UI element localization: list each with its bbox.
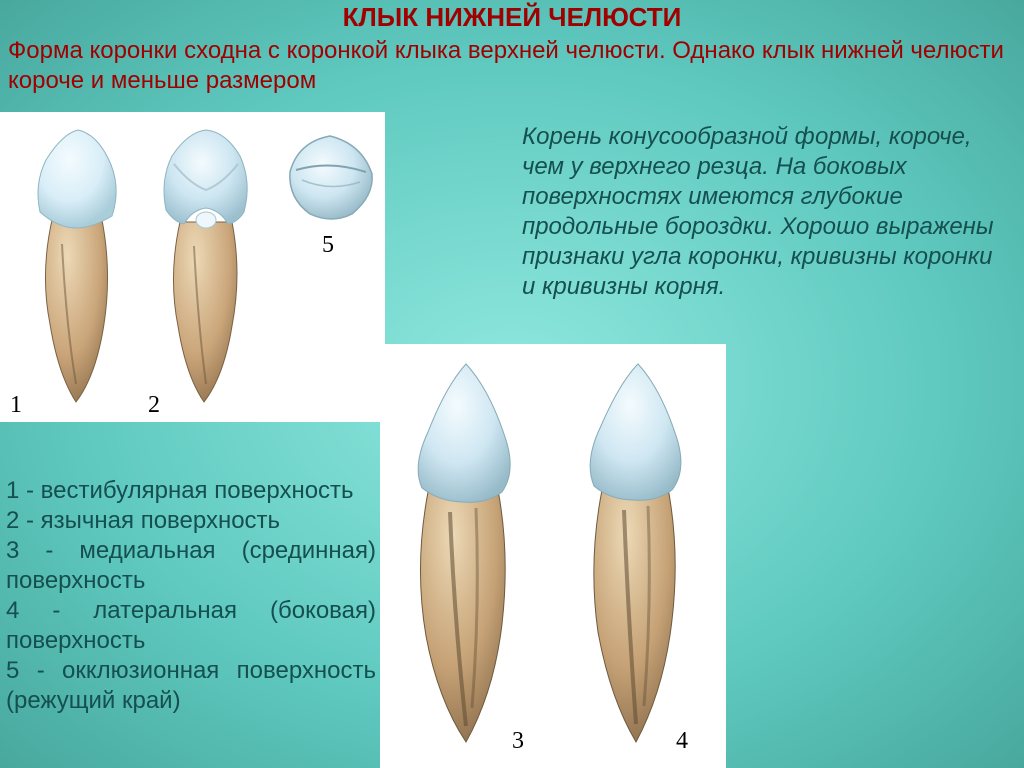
legend-line-5a: 5 - окклюзионная поверхность	[6, 656, 376, 686]
label-3: 3	[512, 728, 524, 755]
description-text: Корень конусообразной формы, короче, чем…	[522, 122, 1010, 302]
label-2: 2	[148, 392, 160, 419]
label-1: 1	[10, 392, 22, 419]
legend-line-2: 2 - язычная поверхность	[6, 506, 376, 536]
legend-line-4b: поверхность	[6, 626, 376, 656]
legend-block: 1 - вестибулярная поверхность 2 - язычна…	[6, 476, 376, 716]
tooth-view-1	[22, 124, 132, 406]
label-5: 5	[322, 232, 334, 259]
tooth-view-4	[566, 356, 706, 748]
slide-subtitle: Форма коронки сходна с коронкой клыка ве…	[8, 36, 1014, 96]
legend-line-1: 1 - вестибулярная поверхность	[6, 476, 376, 506]
description-text-body: Корень конусообразной формы, короче, чем…	[522, 123, 994, 300]
tooth-view-3	[398, 356, 538, 748]
tooth-view-5	[280, 130, 380, 226]
legend-line-3b: поверхность	[6, 566, 376, 596]
legend-line-4a: 4 - латеральная (боковая)	[6, 596, 376, 626]
legend-line-3a: 3 - медиальная (срединная)	[6, 536, 376, 566]
legend-line-5b: (режущий край)	[6, 686, 376, 716]
slide-title: КЛЫК НИЖНЕЙ ЧЕЛЮСТИ	[0, 2, 1024, 33]
label-4: 4	[676, 728, 688, 755]
tooth-view-2	[150, 124, 262, 406]
